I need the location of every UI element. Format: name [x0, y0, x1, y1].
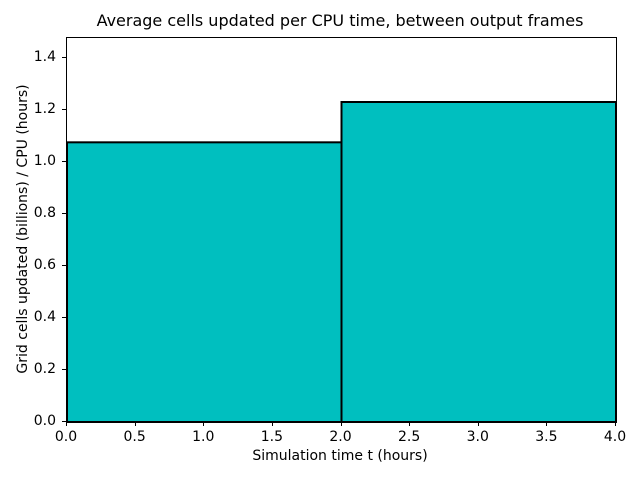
y-tick-label: 1.0: [33, 152, 56, 169]
y-tick-label: 1.2: [33, 100, 56, 117]
y-tick-label: 0.6: [33, 256, 56, 273]
y-tick-mark: [62, 108, 66, 110]
x-tick-label: 1.5: [260, 429, 284, 445]
y-tick-mark: [62, 368, 66, 370]
y-tick-mark: [62, 316, 66, 318]
x-tick-mark: [66, 422, 67, 426]
x-tick-label: 3.0: [466, 429, 489, 445]
x-tick-mark: [340, 422, 342, 426]
y-tick-label: 0.8: [33, 204, 56, 221]
histogram-bar: [340, 101, 616, 422]
x-tick-mark: [271, 422, 273, 426]
y-tick-mark: [62, 56, 66, 58]
x-tick-label: 0.5: [123, 429, 146, 445]
histogram-bars: [67, 101, 616, 422]
y-tick-mark: [62, 212, 66, 214]
x-tick-label: 0.0: [54, 429, 78, 445]
x-tick-label: 1.0: [192, 429, 215, 445]
y-axis-label: Grid cells updated (billions) / CPU (hou…: [15, 84, 31, 374]
x-tick-label: 3.5: [535, 429, 558, 445]
x-tick-mark: [546, 422, 548, 426]
x-tick-label: 4.0: [603, 429, 627, 445]
x-tick-label: 2.0: [329, 429, 352, 445]
x-tick-mark: [134, 422, 136, 426]
x-tick-mark: [409, 422, 411, 426]
y-tick-label: 0.4: [33, 308, 56, 325]
x-tick-label: 2.5: [397, 429, 421, 445]
y-tick-label: 1.4: [33, 48, 56, 65]
y-tick-label: 0.0: [33, 413, 56, 429]
x-tick-mark: [615, 422, 616, 426]
chart-title: Average cells updated per CPU time, betw…: [96, 11, 584, 30]
x-axis-label: Simulation time t (hours): [252, 448, 428, 464]
y-tick-mark: [62, 421, 66, 422]
x-tick-mark: [203, 422, 205, 426]
y-tick-mark: [62, 160, 66, 162]
y-tick-mark: [62, 264, 66, 266]
plot-area: [66, 37, 617, 423]
x-tick-mark: [477, 422, 479, 426]
histogram-bar: [67, 141, 343, 422]
y-tick-label: 0.2: [33, 360, 56, 377]
